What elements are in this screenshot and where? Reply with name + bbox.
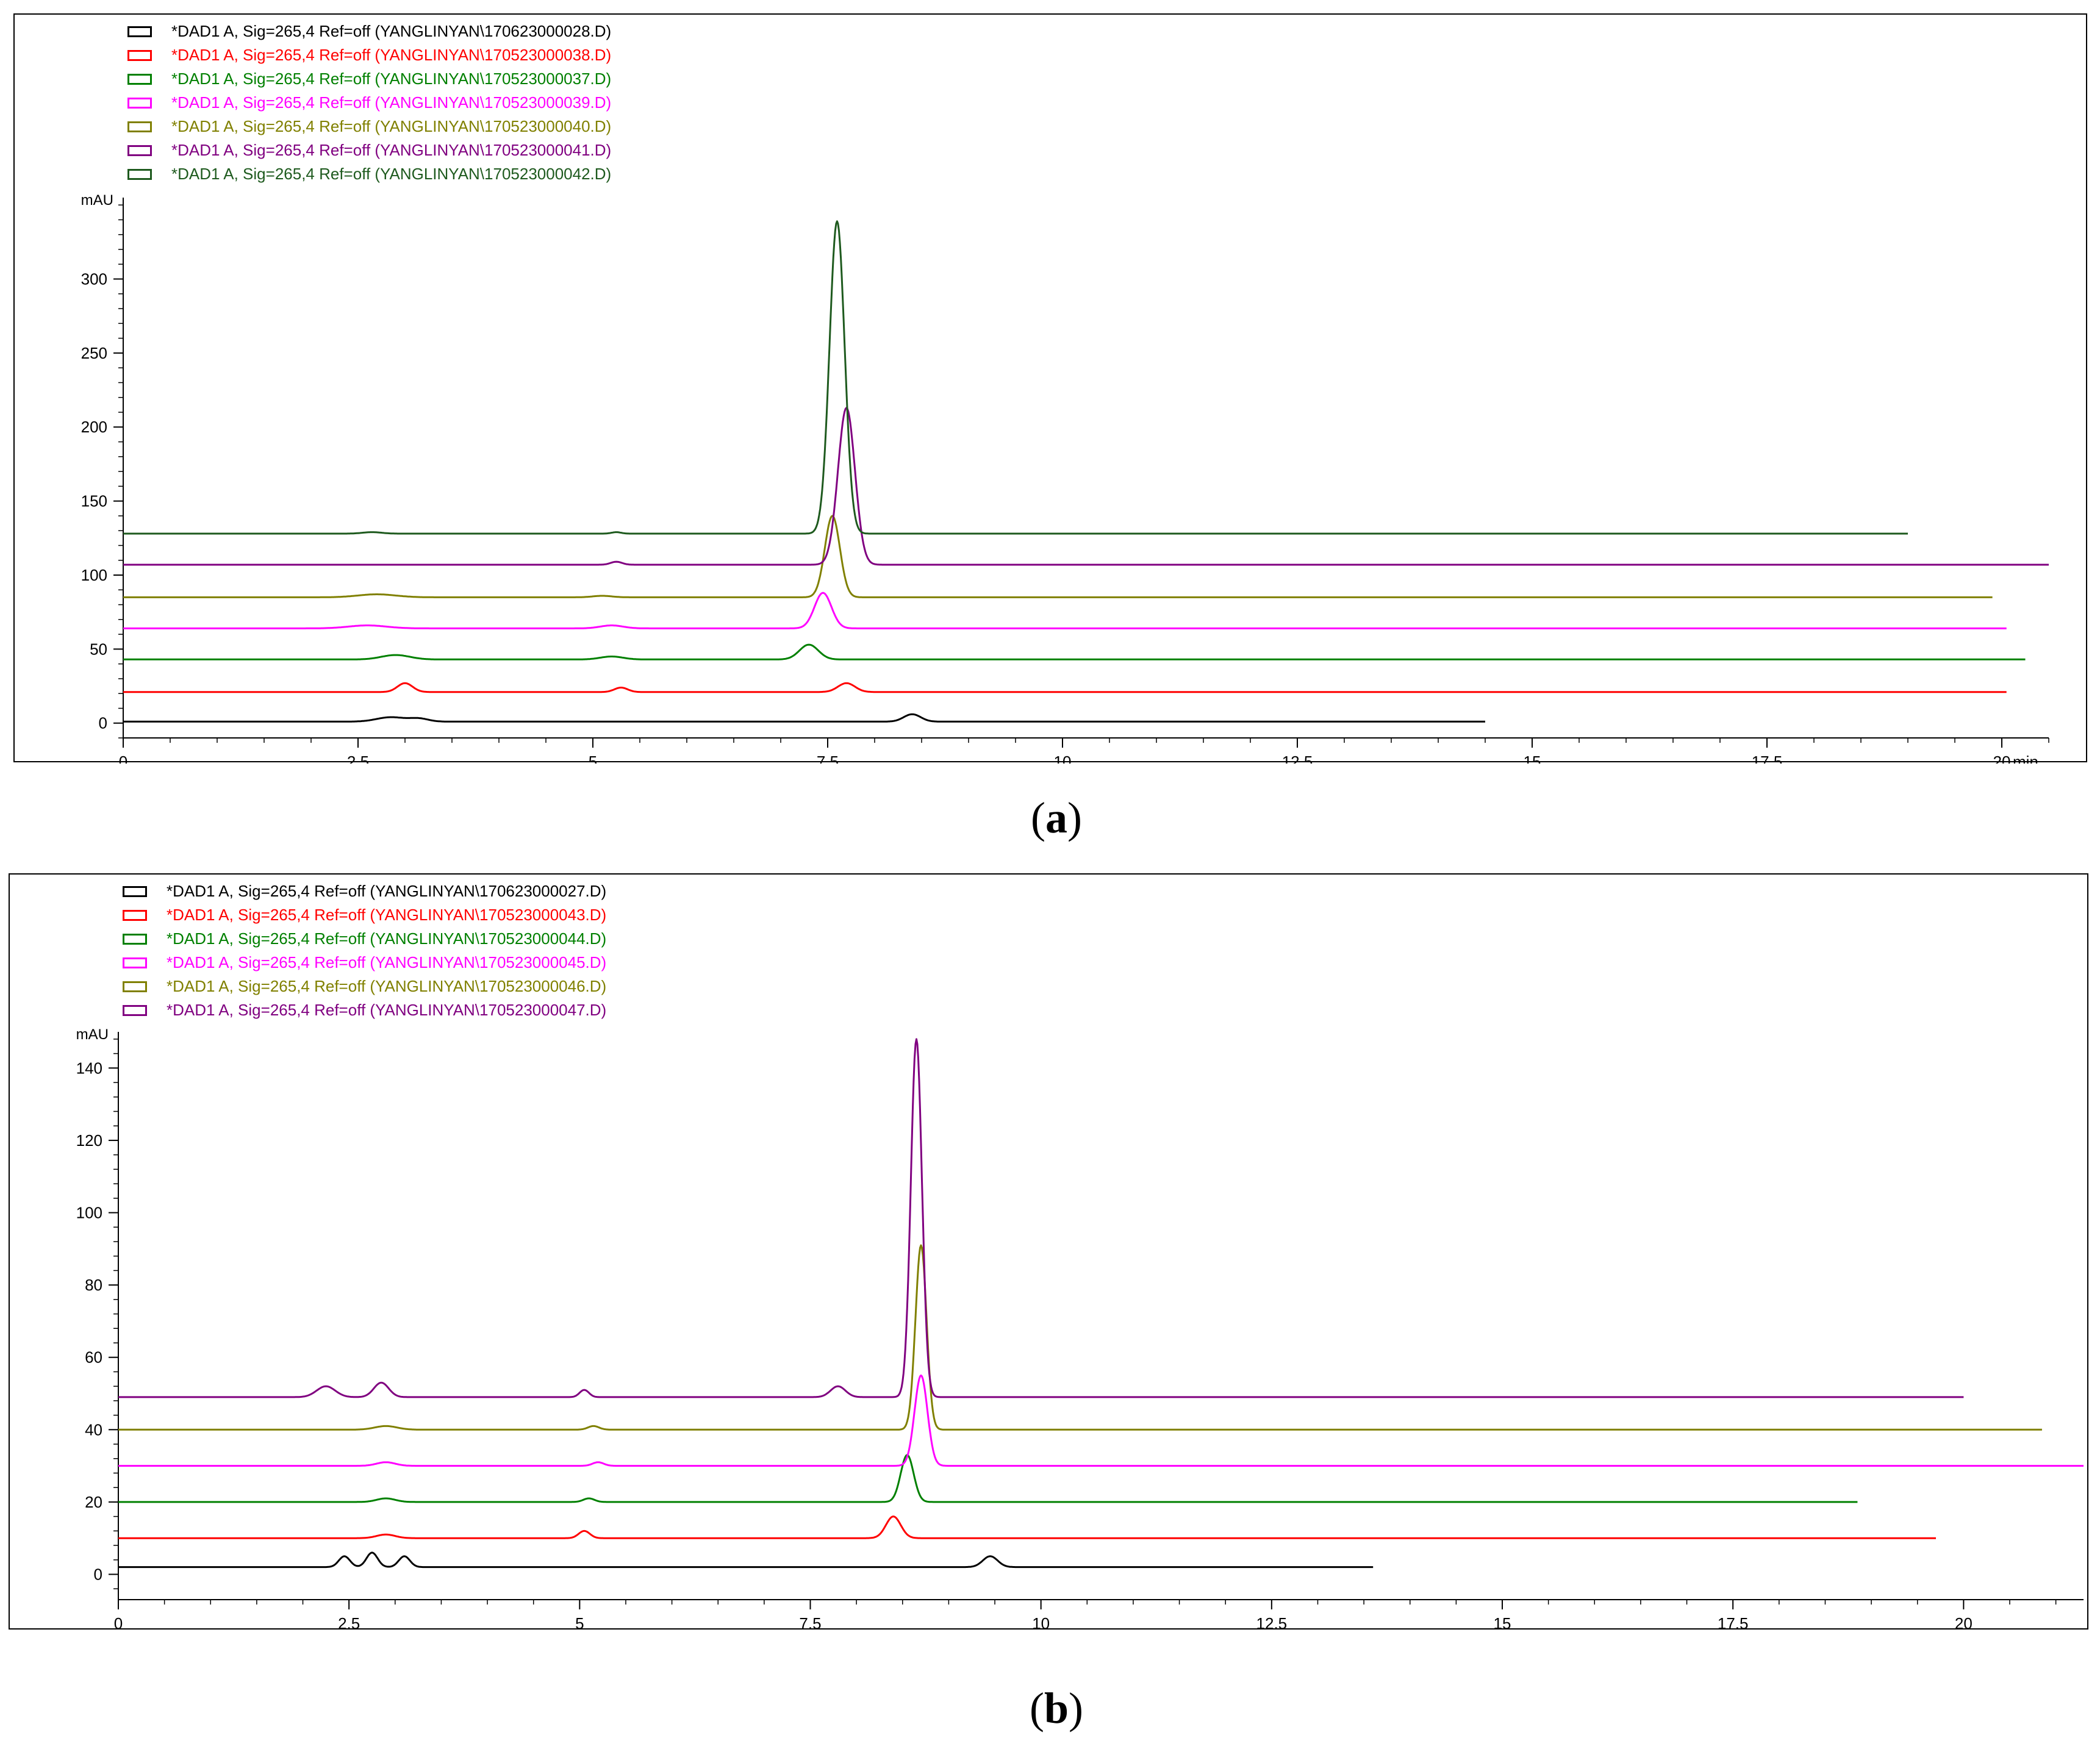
legend-swatch	[123, 981, 147, 992]
chart-a-x-tick-label: 15	[1524, 753, 1541, 764]
chart-a-y-tick-label: 0	[99, 714, 107, 732]
chart-a-legend-item: *DAD1 A, Sig=265,4 Ref=off (YANGLINYAN\1…	[127, 20, 611, 43]
legend-a: *DAD1 A, Sig=265,4 Ref=off (YANGLINYAN\1…	[127, 20, 611, 186]
chart-a-legend-item: *DAD1 A, Sig=265,4 Ref=off (YANGLINYAN\1…	[127, 43, 611, 67]
chart-b-x-tick-label: 10	[1032, 1614, 1050, 1631]
chart-b-y-tick-label: 40	[85, 1420, 102, 1439]
chart-b-y-tick-label: 60	[85, 1348, 102, 1367]
chart-a-series-line	[123, 592, 2007, 629]
chart-a-x-tick-label: 7.5	[817, 753, 839, 764]
chart-a-legend-item: *DAD1 A, Sig=265,4 Ref=off (YANGLINYAN\1…	[127, 115, 611, 138]
caption-a: (a)	[1031, 793, 1082, 842]
legend-swatch	[127, 168, 152, 180]
legend-label: *DAD1 A, Sig=265,4 Ref=off (YANGLINYAN\1…	[167, 906, 607, 924]
chart-a-series-line	[123, 515, 1993, 598]
chart-a-y-tick-label: 250	[81, 344, 107, 362]
chart-b-series-line	[118, 1374, 2084, 1467]
legend-label: *DAD1 A, Sig=265,4 Ref=off (YANGLINYAN\1…	[171, 165, 612, 183]
chart-a-legend-item: *DAD1 A, Sig=265,4 Ref=off (YANGLINYAN\1…	[127, 67, 611, 91]
chart-a-x-tick-label: 2.5	[347, 753, 369, 764]
chart-panel-b: 0 20 40 60 80 100 120 140 mAU 0 2.5 5 7.5 10 12.5 15 17.…	[9, 873, 2088, 1631]
chart-b-series-line	[118, 1551, 1374, 1569]
legend-label: *DAD1 A, Sig=265,4 Ref=off (YANGLINYAN\1…	[167, 882, 607, 900]
chart-a-series-line	[123, 643, 2026, 660]
legend-label: *DAD1 A, Sig=265,4 Ref=off (YANGLINYAN\1…	[171, 141, 612, 159]
chart-a-x-tick-label: 5	[589, 753, 597, 764]
caption-b: (b)	[1029, 1684, 1083, 1733]
chart-b-legend-item: *DAD1 A, Sig=265,4 Ref=off (YANGLINYAN\1…	[123, 879, 606, 903]
legend-swatch	[127, 121, 152, 132]
chart-b-y-tick-label: 20	[85, 1493, 102, 1511]
chart-a-y-axis-label: mAU	[81, 192, 113, 209]
chart-b-x-tick-label: 17.5	[1718, 1614, 1749, 1631]
chart-b-y-tick-label: 120	[76, 1131, 102, 1150]
legend-label: *DAD1 A, Sig=265,4 Ref=off (YANGLINYAN\1…	[167, 929, 607, 948]
chart-a-series-line	[123, 407, 2049, 566]
chart-b-x-tick-label: 7.5	[799, 1614, 821, 1631]
chart-b-x-tick-label: 15	[1494, 1614, 1511, 1631]
chart-a-y-tick-label: 50	[90, 640, 107, 658]
chart-b-legend-item: *DAD1 A, Sig=265,4 Ref=off (YANGLINYAN\1…	[123, 975, 606, 998]
caption-b-letter: b	[1044, 1684, 1069, 1733]
chart-a-x-tick-label: 12.5	[1282, 753, 1313, 764]
chart-a-y-tick-label: 150	[81, 492, 107, 510]
chart-a-legend-item: *DAD1 A, Sig=265,4 Ref=off (YANGLINYAN\1…	[127, 138, 611, 162]
chart-b-series-line	[118, 1038, 1964, 1398]
legend-swatch	[127, 49, 152, 61]
legend-swatch	[127, 26, 152, 37]
chart-b-x-tick-label: 12.5	[1256, 1614, 1288, 1631]
chart-a-series-line	[123, 220, 1908, 535]
chart-b-legend-item: *DAD1 A, Sig=265,4 Ref=off (YANGLINYAN\1…	[123, 903, 606, 927]
legend-swatch	[127, 145, 152, 156]
chart-b-legend-item: *DAD1 A, Sig=265,4 Ref=off (YANGLINYAN\1…	[123, 951, 606, 975]
caption-a-letter: a	[1045, 793, 1067, 842]
legend-label: *DAD1 A, Sig=265,4 Ref=off (YANGLINYAN\1…	[167, 977, 607, 995]
legend-swatch	[123, 886, 147, 897]
chart-a-series-line	[123, 713, 1485, 723]
chart-b-y-tick-label: 100	[76, 1203, 102, 1222]
legend-label: *DAD1 A, Sig=265,4 Ref=off (YANGLINYAN\1…	[167, 953, 607, 971]
chart-a-x-tick-label: 0	[119, 753, 127, 764]
legend-swatch	[127, 97, 152, 109]
legend-label: *DAD1 A, Sig=265,4 Ref=off (YANGLINYAN\1…	[171, 22, 612, 40]
chart-a-x-tick-label: 10	[1054, 753, 1072, 764]
chart-b-legend-item: *DAD1 A, Sig=265,4 Ref=off (YANGLINYAN\1…	[123, 927, 606, 951]
chart-a-svg: 0 50 100 150 200 250 300 mAU 0 2.5 5 7.5 10 12.5 15 17.…	[81, 192, 2049, 764]
chart-panel-a: 0 50 100 150 200 250 300 mAU 0 2.5 5 7.5 10 12.5 15 17.…	[13, 13, 2087, 764]
chart-a-legend-item: *DAD1 A, Sig=265,4 Ref=off (YANGLINYAN\1…	[127, 91, 611, 115]
chart-b-x-tick-label: 0	[114, 1614, 123, 1631]
chart-b-y-tick-label: 140	[76, 1059, 102, 1077]
chart-b-y-tick-label: 0	[94, 1565, 102, 1583]
chart-b-series-line	[118, 1454, 1858, 1503]
chart-a-legend-item: *DAD1 A, Sig=265,4 Ref=off (YANGLINYAN\1…	[127, 162, 611, 186]
chart-b-x-tick-label: 20	[1955, 1614, 1973, 1631]
legend-label: *DAD1 A, Sig=265,4 Ref=off (YANGLINYAN\1…	[171, 70, 612, 88]
chart-b-y-tick-label: 80	[85, 1276, 102, 1294]
chart-a-y-tick-label: 200	[81, 418, 107, 436]
legend-label: *DAD1 A, Sig=265,4 Ref=off (YANGLINYAN\1…	[171, 46, 612, 64]
chart-b-series-line	[118, 1244, 2042, 1431]
legend-label: *DAD1 A, Sig=265,4 Ref=off (YANGLINYAN\1…	[171, 93, 612, 112]
legend-swatch	[123, 1004, 147, 1016]
legend-swatch	[123, 957, 147, 968]
chart-b-y-axis-label: mAU	[76, 1026, 109, 1043]
legend-b: *DAD1 A, Sig=265,4 Ref=off (YANGLINYAN\1…	[123, 879, 606, 1022]
chart-b-series-line	[118, 1515, 1936, 1539]
chart-b-x-tick-label: 2.5	[338, 1614, 360, 1631]
chart-a-series-line	[123, 682, 2007, 693]
legend-label: *DAD1 A, Sig=265,4 Ref=off (YANGLINYAN\1…	[167, 1001, 607, 1019]
chart-a-y-tick-label: 300	[81, 270, 107, 288]
chart-b-legend-item: *DAD1 A, Sig=265,4 Ref=off (YANGLINYAN\1…	[123, 998, 606, 1022]
legend-swatch	[123, 909, 147, 921]
chart-a-x-axis-label: min	[2013, 753, 2038, 764]
legend-swatch	[123, 933, 147, 945]
legend-label: *DAD1 A, Sig=265,4 Ref=off (YANGLINYAN\1…	[171, 117, 612, 135]
legend-swatch	[127, 73, 152, 85]
chart-b-x-tick-label: 5	[575, 1614, 584, 1631]
chart-a-x-tick-label: 20	[1993, 753, 2011, 764]
chart-a-x-tick-label: 17.5	[1752, 753, 1783, 764]
chart-b-svg: 0 20 40 60 80 100 120 140 mAU 0 2.5 5 7.5 10 12.5 15 17.…	[76, 1026, 2084, 1631]
chart-a-y-tick-label: 100	[81, 566, 107, 584]
